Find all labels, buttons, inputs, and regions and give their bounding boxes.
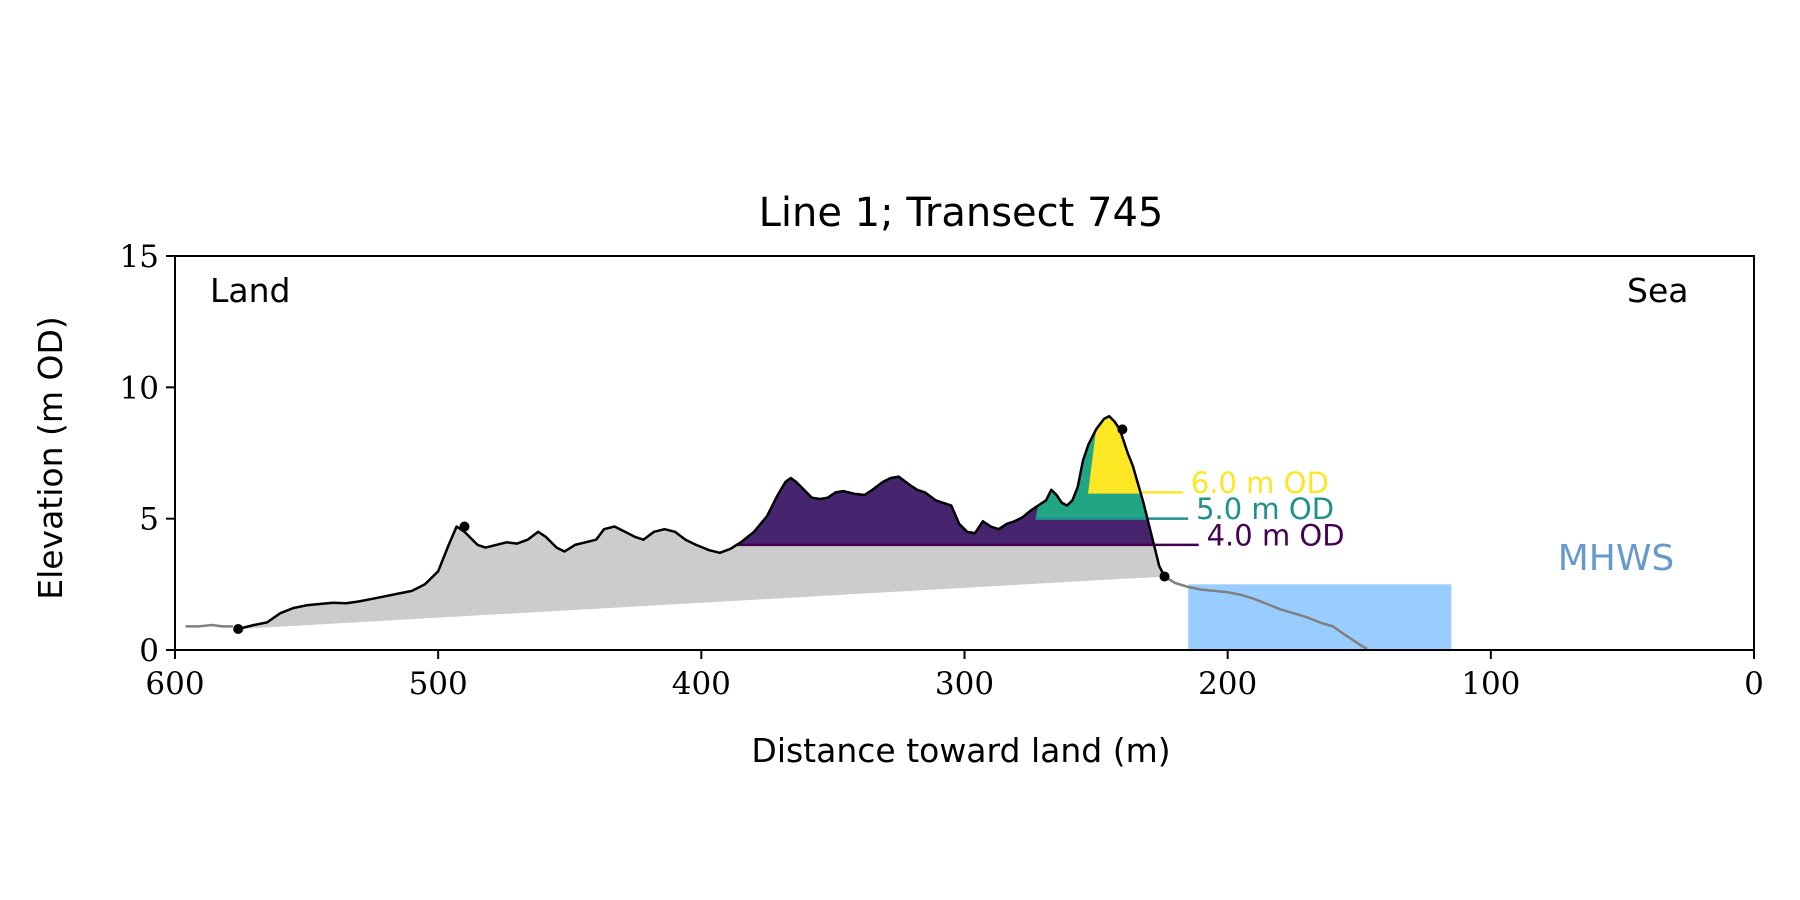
y-tick-label-0: 0 <box>139 633 159 669</box>
level-label-6m: 6.0 m OD <box>1191 466 1329 500</box>
landward-line <box>185 623 233 628</box>
x-axis-label: Distance toward land (m) <box>751 731 1170 770</box>
sea-label: Sea <box>1627 271 1688 310</box>
x-tick-label-200: 200 <box>1198 666 1257 702</box>
land-label: Land <box>210 271 290 310</box>
key-point-2 <box>459 521 470 532</box>
key-point-1 <box>233 623 244 634</box>
x-tick-label-300: 300 <box>935 666 994 702</box>
y-tick-label-10: 10 <box>120 370 159 406</box>
below-baseline-area <box>238 416 1165 629</box>
y-axis-label: Elevation (m OD) <box>31 316 70 600</box>
y-tick-label-5: 5 <box>139 502 159 538</box>
level-label-5m: 5.0 m OD <box>1196 492 1334 526</box>
mhws-area <box>1188 584 1452 650</box>
level-label-4m: 4.0 m OD <box>1207 518 1345 552</box>
seaward-line <box>1163 575 1368 650</box>
x-tick-label-0: 0 <box>1744 666 1764 702</box>
volume-above-6m <box>1088 416 1141 493</box>
key-point-3 <box>1117 424 1128 435</box>
chart-title: Line 1; Transect 745 <box>759 190 1164 236</box>
x-tick-label-100: 100 <box>1461 666 1520 702</box>
mhws-label: MHWS <box>1558 538 1675 579</box>
y-tick-label-15: 15 <box>120 239 159 275</box>
profile-line <box>237 414 1166 631</box>
x-tick-label-400: 400 <box>672 666 731 702</box>
x-tick-label-500: 500 <box>409 666 468 702</box>
key-point-4 <box>1159 571 1170 582</box>
x-tick-label-600: 600 <box>145 666 204 702</box>
